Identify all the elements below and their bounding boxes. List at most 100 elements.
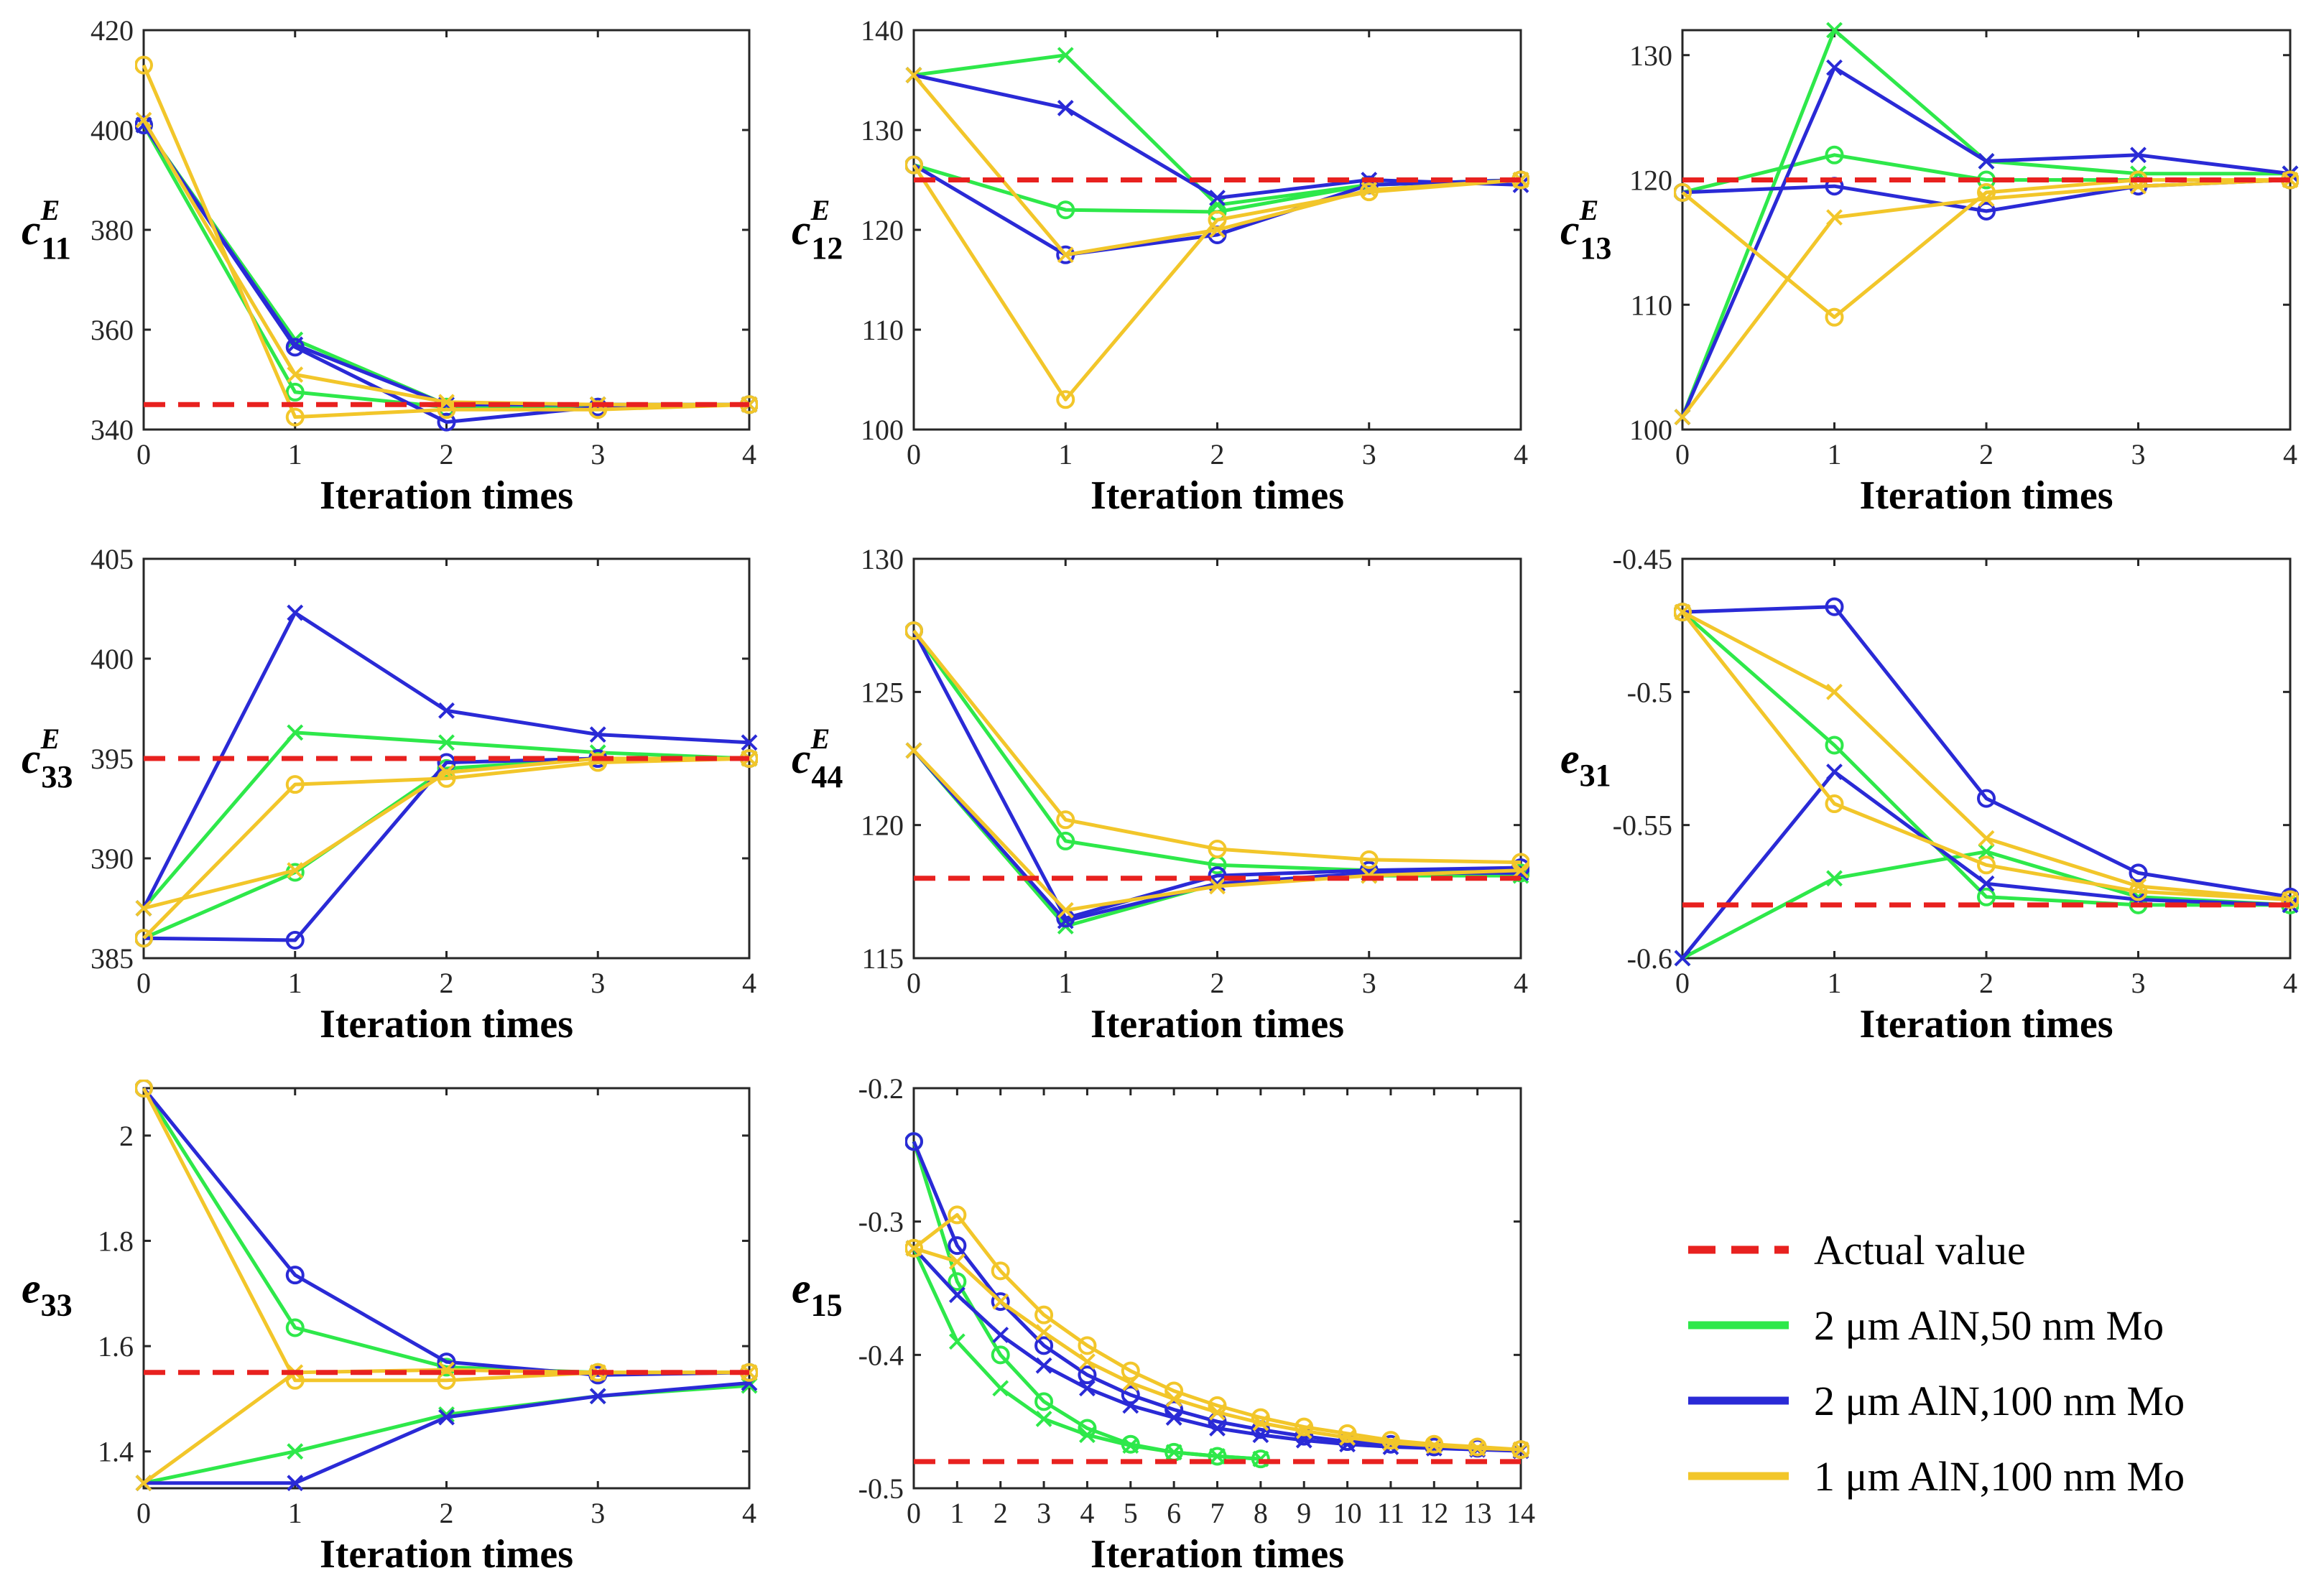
x-tick-label: 4 [742, 1497, 756, 1529]
data-point-circle [135, 929, 153, 948]
y-axis-label-symbol: c [792, 206, 811, 254]
series-line-yellow-circle [1681, 178, 2290, 320]
x-tick-label: 0 [1675, 438, 1690, 470]
data-point-cross [1209, 190, 1226, 206]
y-tick-label: 120 [861, 809, 904, 842]
x-tick-label: 0 [136, 438, 151, 470]
data-point-cross [1057, 100, 1074, 116]
y-tick-label: 110 [1630, 289, 1672, 321]
x-tick-label: 2 [440, 438, 454, 470]
data-point-circle [1078, 1365, 1097, 1385]
y-axis-label-subscript: 33 [41, 1288, 73, 1323]
x-tick-label: 1 [288, 967, 302, 999]
y-axis-label-superscript: E [1579, 194, 1599, 226]
y-tick-label: -0.5 [858, 1472, 904, 1505]
y-tick-label: 100 [861, 414, 904, 446]
x-tick-label: 1 [1828, 967, 1842, 999]
data-point-circle [1977, 789, 1996, 808]
y-tick-label: 140 [861, 14, 904, 47]
x-tick-label: 1 [288, 438, 302, 470]
y-axis-label: cE 44 [792, 723, 843, 794]
x-tick-label: 3 [2131, 438, 2146, 470]
series-line-green-circle [912, 629, 1522, 875]
x-tick-label: 3 [1362, 438, 1376, 470]
data-point-cross [1057, 901, 1074, 919]
y-tick-label: 125 [861, 676, 904, 708]
x-tick-label: 3 [2131, 967, 2146, 999]
data-point-cross [1057, 47, 1074, 64]
data-point-circle [2129, 882, 2148, 901]
x-tick-label: 0 [907, 1497, 921, 1529]
series-line-green-cross [1680, 28, 2290, 418]
y-axis-label-superscript: E [40, 194, 60, 226]
data-point-circle [1674, 603, 1692, 622]
y-axis-label-symbol: e [792, 1265, 811, 1312]
data-point-circle [588, 753, 608, 772]
data-point-cross [1035, 1357, 1052, 1374]
data-point-cross [1209, 1420, 1226, 1437]
x-tick-label: 0 [136, 967, 151, 999]
plot-frame [142, 29, 751, 431]
series-line-yellow-cross [1681, 178, 2291, 419]
y-axis-label: cE 33 [22, 723, 73, 794]
y-tick-label: -0.4 [858, 1339, 904, 1371]
y-axis-label-symbol: c [22, 206, 41, 254]
data-point-cross [1165, 1444, 1182, 1461]
data-point-cross [1252, 1414, 1269, 1432]
data-point-cross [1469, 1439, 1486, 1457]
y-axis-label: e31 [1560, 735, 1611, 793]
data-point-cross [1035, 1411, 1052, 1427]
series-line-yellow-cross [142, 1368, 749, 1485]
data-point-circle [1251, 1408, 1270, 1427]
series-line-yellow-circle [912, 629, 1522, 865]
x-tick-label: 7 [1210, 1497, 1225, 1529]
data-point-circle [1825, 736, 1844, 755]
data-point-circle [1034, 1305, 1054, 1324]
data-point-cross [1674, 950, 1691, 967]
series-line-green-circle [142, 1087, 749, 1375]
x-axis-label: Iteration times [320, 473, 573, 518]
data-point-cross [438, 734, 455, 751]
data-point-cross [1425, 1437, 1443, 1455]
x-tick-label: 3 [591, 1497, 605, 1529]
data-point-circle [2129, 863, 2148, 883]
data-point-circle [1511, 858, 1529, 877]
x-axis-label: Iteration times [1091, 473, 1344, 518]
data-point-cross [948, 1286, 966, 1304]
series-line-blue-cross [912, 749, 1521, 923]
x-tick-label: 0 [907, 967, 921, 999]
data-point-cross [1674, 409, 1691, 426]
data-point-circle [437, 412, 456, 432]
plot-frame [142, 1087, 751, 1490]
data-point-cross [438, 1361, 455, 1378]
y-tick-label: 1.6 [98, 1330, 134, 1363]
x-axis-label: Iteration times [320, 1532, 573, 1577]
y-axis-label-superscript: E [810, 723, 830, 755]
data-point-cross [992, 1327, 1009, 1343]
x-tick-label: 13 [1463, 1497, 1492, 1529]
series-line-blue-circle [1682, 605, 2291, 899]
x-tick-label: 2 [1210, 967, 1225, 999]
data-point-circle [1825, 307, 1844, 327]
data-point-cross [438, 702, 455, 719]
data-point-cross [741, 734, 758, 751]
plot-data [1674, 22, 2299, 426]
x-axis-label: Iteration times [1091, 1532, 1344, 1577]
plot-frame [1681, 29, 2292, 431]
data-point-cross [1512, 862, 1529, 879]
data-point-cross [1978, 843, 1995, 860]
x-tick-label: 4 [1514, 967, 1528, 999]
y-tick-label: 100 [1629, 414, 1672, 446]
data-point-circle [1056, 200, 1075, 220]
y-tick-label: -0.6 [1627, 942, 1672, 975]
data-point-circle [1078, 1336, 1097, 1355]
chart-panel-5: 115 120 125 130 0 1 2 3 4 Iteration times cE 44 [792, 543, 1529, 1047]
data-point-cross [1826, 764, 1843, 780]
plot-data [135, 1080, 758, 1492]
data-point-cross [287, 604, 304, 621]
y-tick-label: 120 [1629, 164, 1672, 197]
data-point-cross [589, 726, 606, 743]
